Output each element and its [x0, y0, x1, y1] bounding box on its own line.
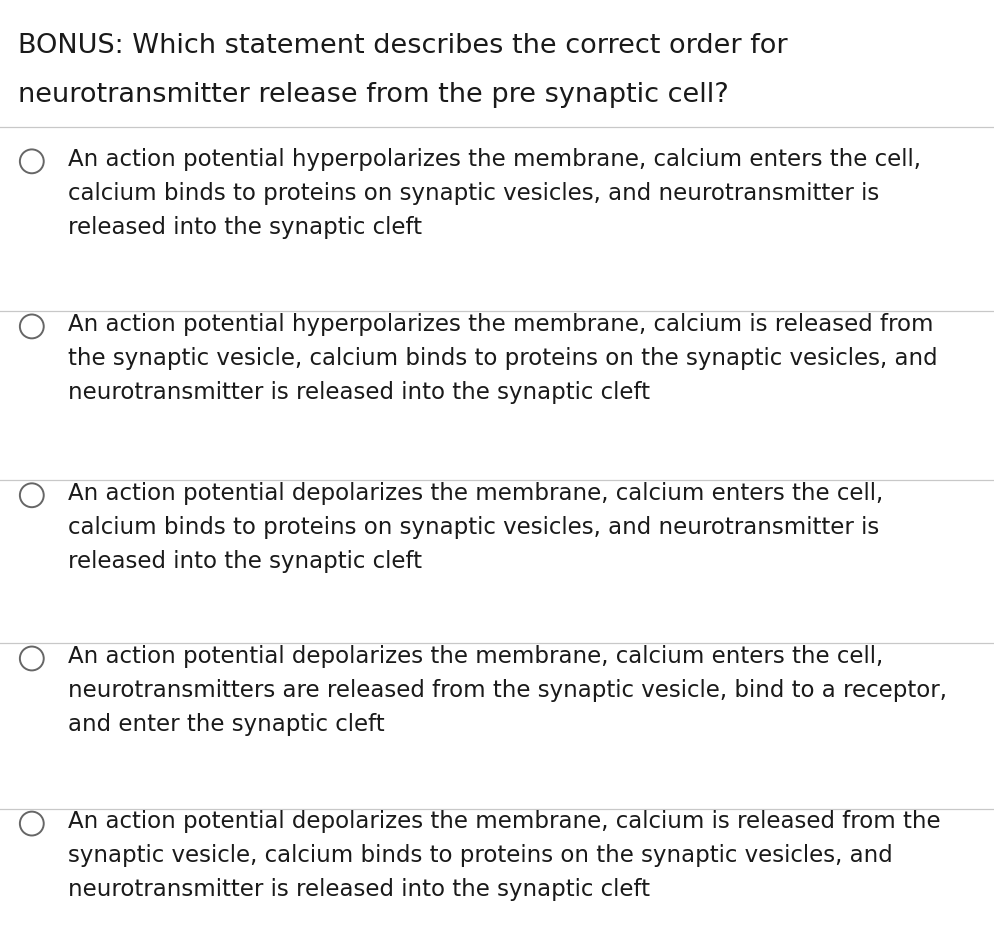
- Text: An action potential depolarizes the membrane, calcium enters the cell,
neurotran: An action potential depolarizes the memb…: [68, 645, 946, 736]
- Text: BONUS: Which statement describes the correct order for: BONUS: Which statement describes the cor…: [18, 33, 787, 59]
- Text: An action potential depolarizes the membrane, calcium is released from the
synap: An action potential depolarizes the memb…: [68, 810, 940, 901]
- Text: An action potential hyperpolarizes the membrane, calcium enters the cell,
calciu: An action potential hyperpolarizes the m…: [68, 148, 920, 239]
- Text: neurotransmitter release from the pre synaptic cell?: neurotransmitter release from the pre sy…: [18, 82, 729, 108]
- Text: An action potential hyperpolarizes the membrane, calcium is released from
the sy: An action potential hyperpolarizes the m…: [68, 313, 937, 404]
- Text: An action potential depolarizes the membrane, calcium enters the cell,
calcium b: An action potential depolarizes the memb…: [68, 482, 883, 573]
